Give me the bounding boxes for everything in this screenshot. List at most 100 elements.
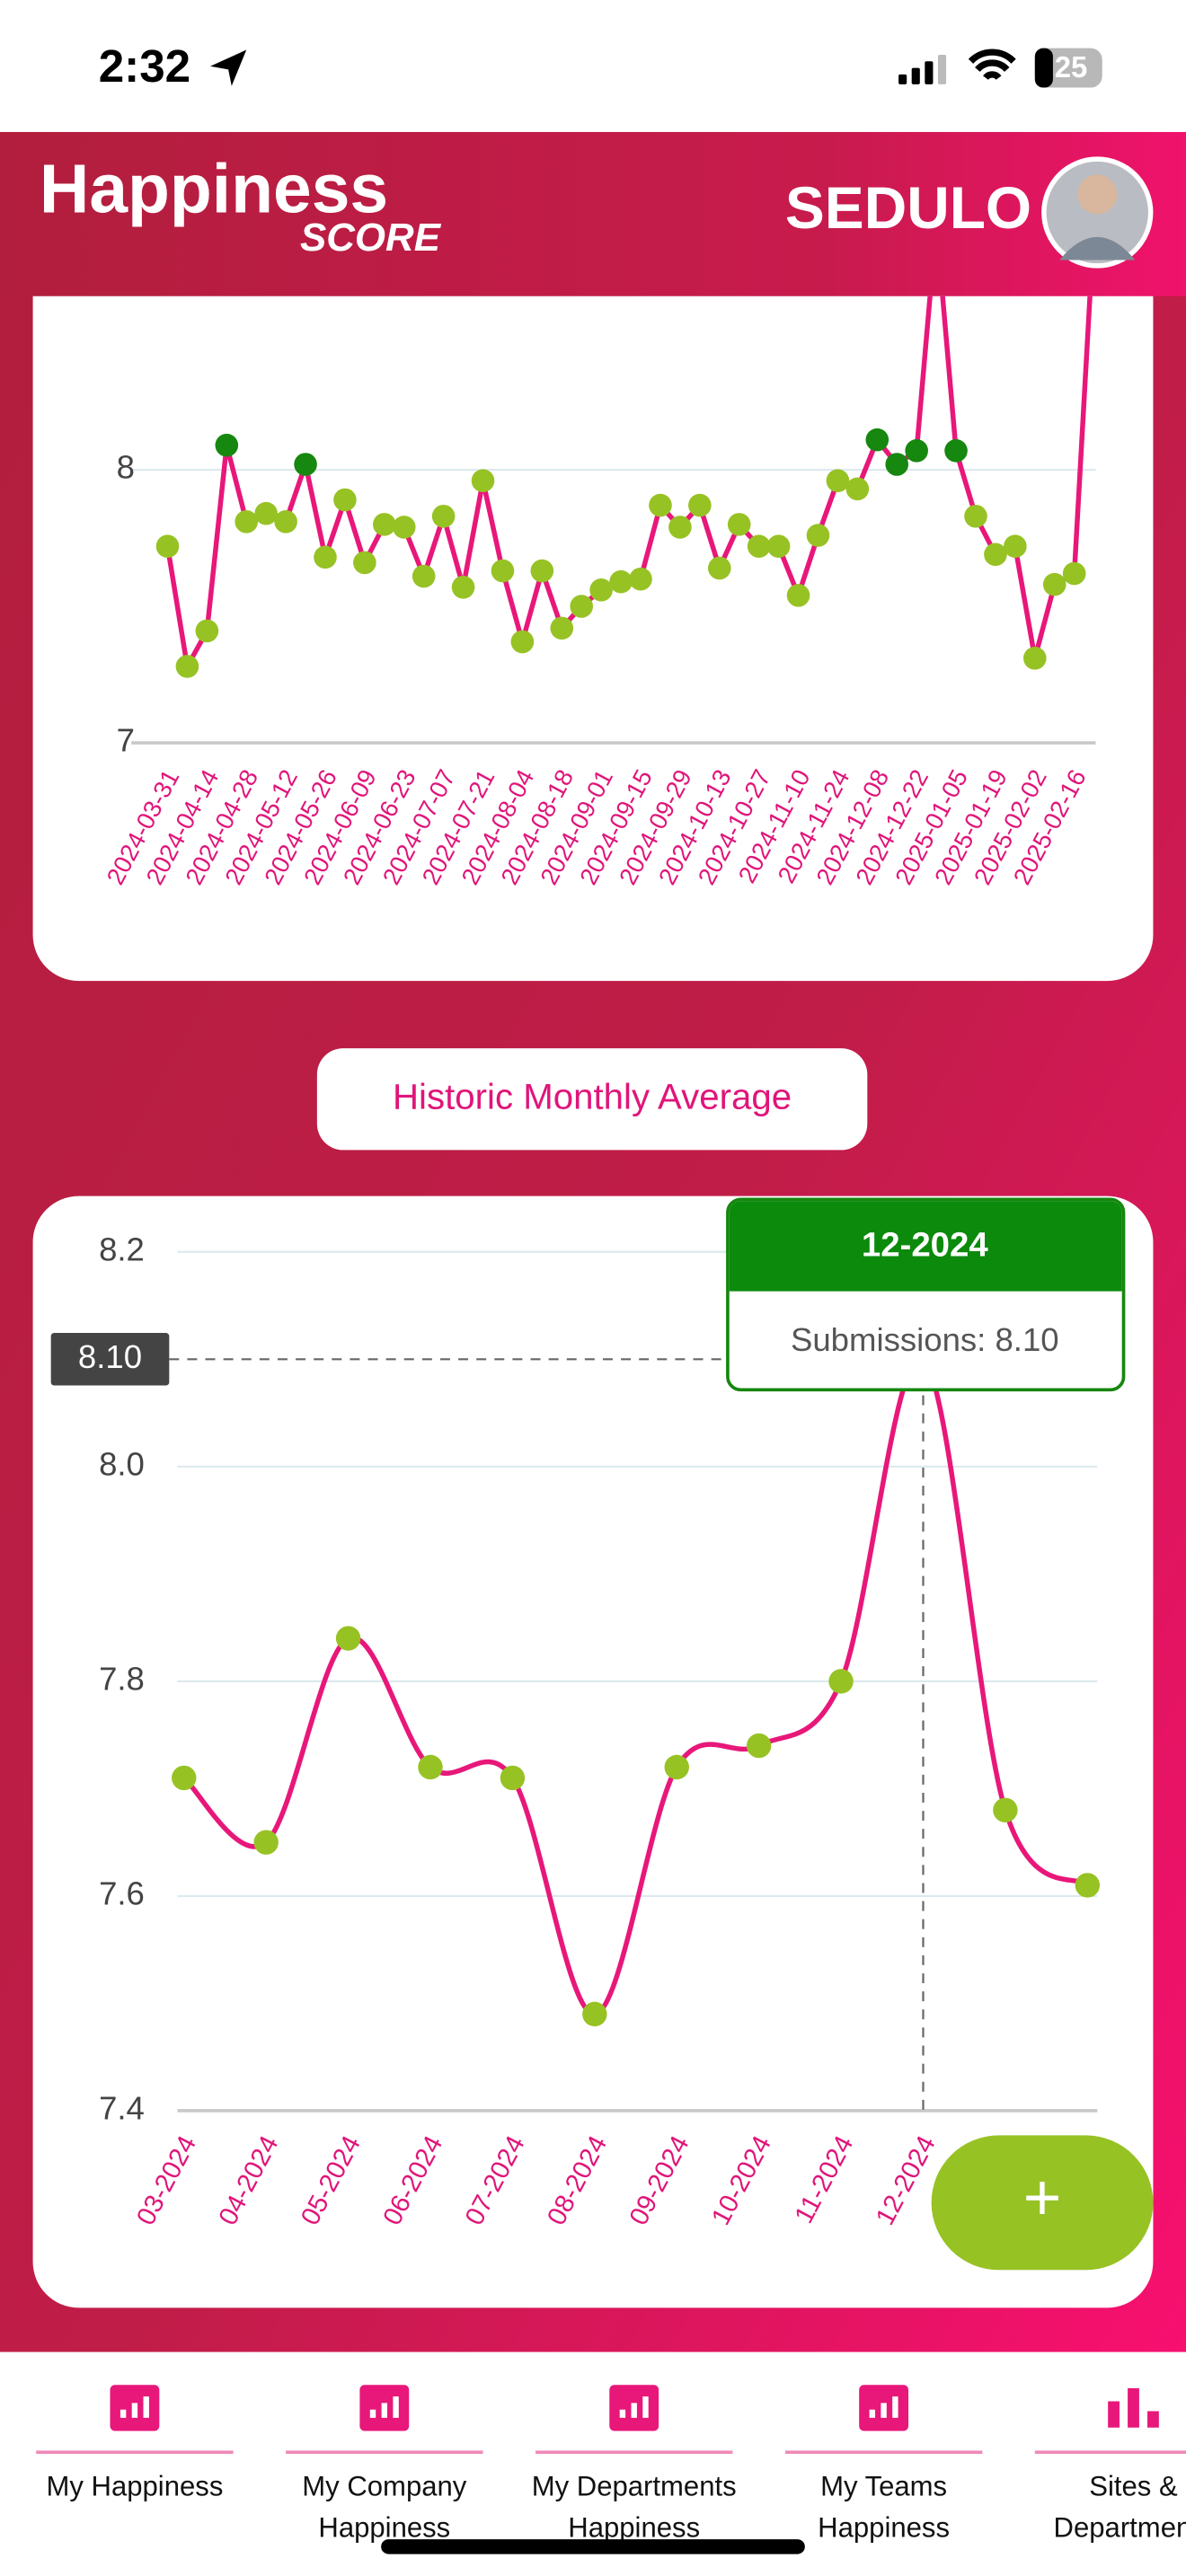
point (845, 477, 870, 501)
point (500, 1765, 526, 1791)
point (550, 616, 574, 640)
header-bar (0, 131, 1186, 296)
fab[interactable]: + (931, 2135, 1154, 2271)
point (294, 453, 317, 476)
point (175, 655, 199, 678)
point (418, 1754, 443, 1780)
clock: 2:32 (99, 40, 190, 92)
point (1042, 572, 1067, 596)
point (707, 556, 731, 580)
point (984, 543, 1007, 567)
point (766, 534, 791, 558)
y-tick-label: 7.6 (99, 1875, 145, 1912)
nav-label: Happiness (318, 2511, 450, 2543)
point (649, 493, 672, 517)
point (629, 567, 652, 591)
point (668, 516, 692, 539)
crosshair-label-box (50, 1333, 170, 1386)
point (727, 513, 751, 536)
y-tick-label: 7.8 (99, 1661, 145, 1698)
nav-item[interactable]: My Happiness (36, 2385, 234, 2502)
crosshair-label: 8.10 (78, 1338, 142, 1375)
tooltip-title: 12-2024 (862, 1225, 988, 1264)
nav-item[interactable]: My Departments Happiness (532, 2385, 737, 2543)
point (254, 501, 278, 525)
home-indicator (381, 2539, 805, 2554)
point (905, 438, 928, 463)
nav-label: Happiness (818, 2511, 950, 2543)
nav-item[interactable]: Sites & Departments (1034, 2387, 1186, 2543)
point (353, 551, 376, 575)
point (1075, 1873, 1101, 1898)
point (1004, 534, 1027, 558)
point (944, 438, 968, 463)
point (333, 488, 357, 512)
point (806, 524, 830, 547)
point (688, 493, 712, 517)
nav-icon (1108, 2387, 1159, 2428)
status-bar: 2:32 25 (0, 0, 1186, 132)
point (664, 1754, 689, 1780)
point (215, 433, 239, 457)
logo-sub: SCORE (300, 216, 442, 260)
point (412, 564, 436, 588)
nav-label: My Teams (820, 2471, 947, 2502)
logo: Happiness (40, 151, 388, 228)
nav-label: Departments (1054, 2511, 1186, 2543)
point (491, 559, 515, 583)
point (885, 453, 909, 476)
section-button[interactable] (316, 1048, 868, 1151)
wifi-icon (968, 49, 1016, 81)
point (570, 595, 593, 618)
nav-icon-bars (869, 2396, 898, 2418)
company-name: SEDULO (785, 174, 1031, 241)
point (155, 534, 180, 558)
location-icon (210, 49, 247, 86)
bottom-nav: My Happiness My Company Happiness My Depart… (0, 2351, 1186, 2576)
fab-button[interactable] (931, 2135, 1154, 2271)
point (964, 504, 987, 528)
tooltip-header (729, 1201, 1122, 1292)
point (828, 1669, 854, 1694)
point (235, 510, 259, 534)
avatar-face (1077, 174, 1118, 215)
battery-text: 25 (1055, 50, 1088, 84)
nav-label: My Company (302, 2471, 467, 2502)
y-tick-label: 8 (117, 449, 135, 486)
avatar-body (1059, 236, 1136, 260)
point (1023, 646, 1047, 670)
point (314, 545, 337, 569)
tooltip-text: Submissions: 8.10 (791, 1321, 1059, 1358)
point (786, 584, 810, 607)
nav-icon-bars (369, 2396, 399, 2418)
point (195, 619, 219, 643)
y-tick-label: 8.2 (99, 1231, 145, 1267)
nav-icon-bars (619, 2396, 649, 2418)
point (253, 1830, 279, 1855)
point (747, 534, 771, 558)
monthly-card (32, 1195, 1154, 2308)
point (172, 1765, 197, 1791)
nav-item[interactable]: My Teams Happiness (784, 2385, 983, 2543)
fab-label[interactable]: + (1023, 2162, 1062, 2235)
y-tick-label: 7 (117, 722, 135, 759)
point (335, 1626, 361, 1651)
nav-label: My Departments (532, 2471, 737, 2502)
battery-level (1034, 48, 1053, 88)
point (530, 559, 554, 583)
point (510, 630, 535, 654)
point (431, 504, 456, 528)
y-tick-label: 8.0 (99, 1445, 145, 1482)
nav-label: My Happiness (46, 2471, 223, 2502)
y-tick-label: 7.4 (99, 2090, 145, 2127)
point (392, 516, 416, 539)
tooltip: 12-2024 Submissions: 8.10 (726, 1197, 1126, 1392)
nav-label: Sites & (1089, 2471, 1178, 2502)
point (993, 1797, 1018, 1823)
point (1062, 561, 1086, 586)
section-button-label[interactable]: Historic Monthly Average (393, 1076, 792, 1116)
nav-item[interactable]: My Company Happiness (286, 2385, 483, 2543)
point (865, 428, 890, 452)
point (826, 469, 850, 493)
